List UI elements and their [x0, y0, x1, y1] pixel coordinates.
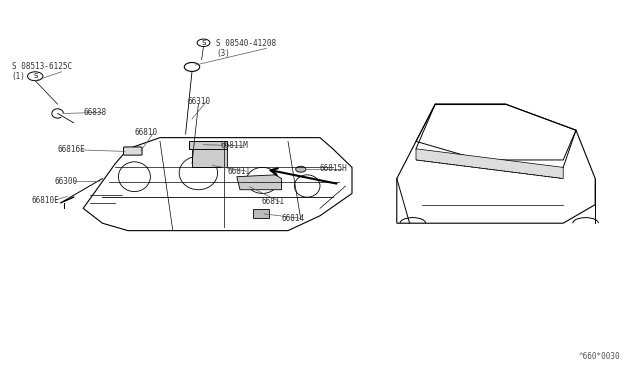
Text: 66811: 66811 — [261, 198, 284, 206]
Text: S 08513-6125C
(1): S 08513-6125C (1) — [12, 62, 72, 81]
Text: 66310: 66310 — [188, 97, 211, 106]
Text: 66300: 66300 — [54, 177, 77, 186]
Text: 66838: 66838 — [83, 108, 106, 117]
FancyBboxPatch shape — [124, 147, 142, 155]
Text: 66810: 66810 — [134, 128, 157, 137]
Bar — [189, 141, 227, 149]
Polygon shape — [237, 175, 282, 190]
Bar — [253, 209, 269, 218]
Circle shape — [296, 166, 306, 172]
Text: 66811: 66811 — [227, 167, 250, 176]
Bar — [192, 149, 227, 167]
Text: 66816E: 66816E — [58, 145, 85, 154]
Text: 66811M: 66811M — [221, 141, 248, 150]
Text: 66810E: 66810E — [32, 196, 60, 205]
Text: S 08540-41208
(3): S 08540-41208 (3) — [216, 39, 276, 58]
Text: 66815H: 66815H — [319, 164, 347, 173]
Text: ^660*0030: ^660*0030 — [579, 352, 621, 361]
Polygon shape — [416, 149, 563, 179]
Text: 66814: 66814 — [282, 214, 305, 223]
Text: S: S — [33, 73, 37, 79]
Text: S: S — [202, 40, 205, 46]
